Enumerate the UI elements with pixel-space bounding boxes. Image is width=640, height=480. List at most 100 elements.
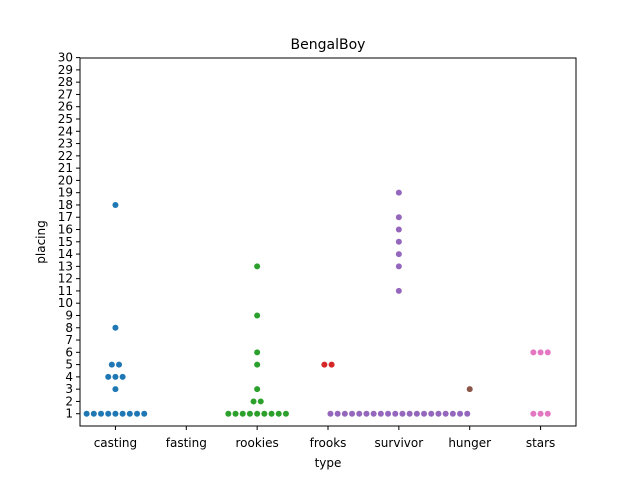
y-tick-label: 18	[58, 198, 73, 212]
y-tick-label: 11	[58, 284, 73, 298]
point-stars	[537, 410, 544, 417]
y-axis-title: placing	[34, 220, 48, 263]
point-casting	[108, 361, 115, 368]
y-tick-label: 16	[58, 223, 73, 237]
y-tick-label: 28	[58, 75, 73, 89]
x-tick-label: frooks	[310, 436, 347, 450]
x-axis-title: type	[315, 456, 342, 470]
point-survivor	[341, 410, 348, 417]
point-casting	[83, 410, 90, 417]
y-tick-label: 25	[58, 112, 73, 126]
point-survivor	[457, 410, 464, 417]
y-tick-label: 21	[58, 161, 73, 175]
x-tick-label: casting	[94, 436, 137, 450]
y-tick-label: 14	[58, 247, 73, 261]
point-stars	[544, 349, 551, 356]
y-tick-label: 12	[58, 272, 73, 286]
y-tick-label: 23	[58, 137, 73, 151]
point-survivor	[399, 410, 406, 417]
point-survivor	[395, 189, 402, 196]
point-survivor	[392, 410, 399, 417]
y-tick-label: 30	[58, 51, 73, 65]
point-rookies	[254, 386, 261, 393]
point-rookies	[275, 410, 282, 417]
point-survivor	[395, 214, 402, 221]
point-rookies	[261, 410, 268, 417]
y-tick-label: 20	[58, 173, 73, 187]
point-survivor	[334, 410, 341, 417]
point-rookies	[232, 410, 239, 417]
point-survivor	[406, 410, 413, 417]
point-survivor	[377, 410, 384, 417]
point-survivor	[395, 226, 402, 233]
x-tick-label: rookies	[236, 436, 279, 450]
point-survivor	[435, 410, 442, 417]
point-survivor	[370, 410, 377, 417]
point-casting	[112, 201, 119, 208]
point-survivor	[464, 410, 471, 417]
y-tick-label: 1	[65, 407, 73, 421]
point-survivor	[356, 410, 363, 417]
y-axis-ticks: 1234567891011121314151617181920212223242…	[58, 51, 80, 421]
point-survivor	[421, 410, 428, 417]
point-frooks	[321, 361, 328, 368]
point-rookies	[246, 410, 253, 417]
point-stars	[530, 349, 537, 356]
point-casting	[116, 361, 123, 368]
y-tick-label: 5	[65, 358, 73, 372]
point-stars	[544, 410, 551, 417]
point-survivor	[395, 263, 402, 270]
point-survivor	[395, 238, 402, 245]
y-tick-label: 26	[58, 100, 73, 114]
point-survivor	[363, 410, 370, 417]
chart-title: BengalBoy	[291, 37, 366, 53]
point-rookies	[254, 312, 261, 319]
point-casting	[105, 410, 112, 417]
point-survivor	[385, 410, 392, 417]
point-rookies	[250, 398, 257, 405]
point-rookies	[268, 410, 275, 417]
point-rookies	[257, 398, 264, 405]
point-casting	[98, 410, 105, 417]
y-tick-label: 2	[65, 394, 73, 408]
point-survivor	[395, 287, 402, 294]
y-tick-label: 17	[58, 210, 73, 224]
x-tick-label: survivor	[375, 436, 424, 450]
point-rookies	[254, 361, 261, 368]
point-casting	[126, 410, 133, 417]
y-tick-label: 13	[58, 259, 73, 273]
point-rookies	[239, 410, 246, 417]
point-casting	[119, 373, 126, 380]
point-stars	[530, 410, 537, 417]
point-survivor	[449, 410, 456, 417]
point-rookies	[282, 410, 289, 417]
data-points	[83, 189, 551, 417]
y-tick-label: 15	[58, 235, 73, 249]
point-rookies	[225, 410, 232, 417]
point-casting	[112, 386, 119, 393]
point-frooks	[328, 361, 335, 368]
y-tick-label: 8	[65, 321, 73, 335]
y-tick-label: 27	[58, 87, 73, 101]
y-tick-label: 10	[58, 296, 73, 310]
point-casting	[141, 410, 148, 417]
point-casting	[105, 373, 112, 380]
y-tick-label: 22	[58, 149, 73, 163]
point-casting	[112, 373, 119, 380]
plot-frame	[79, 57, 577, 427]
point-survivor	[327, 410, 334, 417]
point-casting	[134, 410, 141, 417]
point-rookies	[254, 349, 261, 356]
point-survivor	[428, 410, 435, 417]
y-tick-label: 7	[65, 333, 73, 347]
y-tick-label: 9	[65, 308, 73, 322]
y-tick-label: 3	[65, 382, 73, 396]
y-tick-label: 24	[58, 124, 73, 138]
x-tick-label: stars	[526, 436, 556, 450]
x-tick-label: fasting	[166, 436, 207, 450]
point-rookies	[254, 410, 261, 417]
point-casting	[119, 410, 126, 417]
y-tick-label: 19	[58, 186, 73, 200]
point-casting	[112, 410, 119, 417]
